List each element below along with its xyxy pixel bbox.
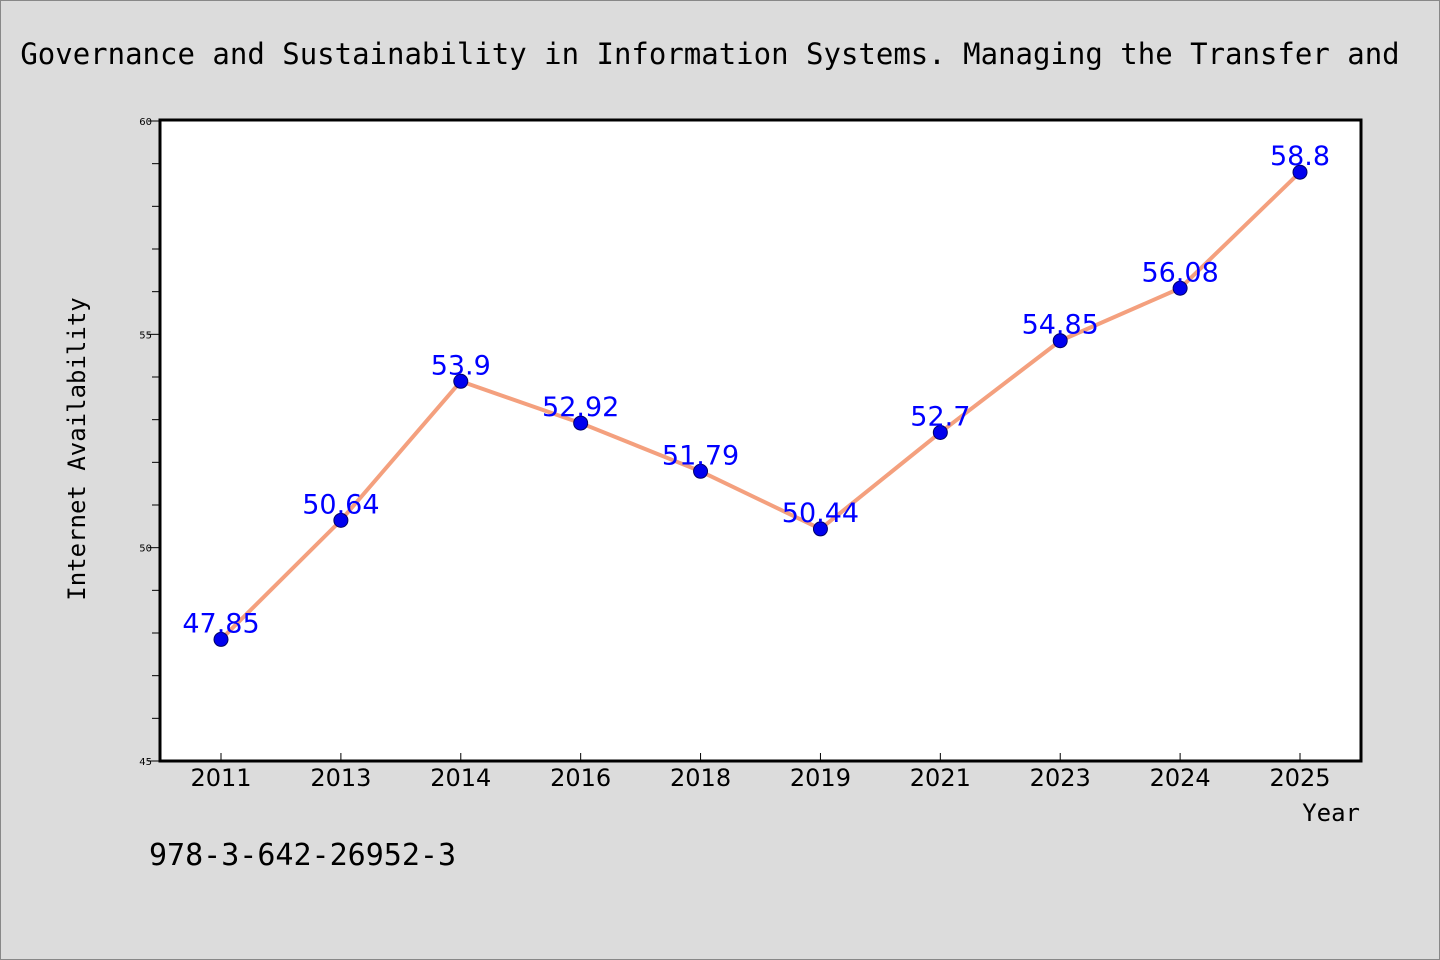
data-point — [333, 512, 349, 528]
data-point — [1292, 164, 1308, 180]
y-axis: 45 50 55 60 — [139, 117, 160, 768]
y-tick-label: 50 — [139, 544, 152, 555]
data-labels-layer: 47.85 50.64 53.9 52.92 51.79 50.44 52.7 54.85 56… — [182, 141, 1330, 639]
y-tick-label: 55 — [139, 330, 152, 341]
series-layer — [213, 164, 1308, 647]
data-label: 56.08 — [1141, 257, 1218, 288]
data-label: 53.9 — [431, 350, 491, 381]
data-label: 52.92 — [542, 392, 619, 423]
data-label: 54.85 — [1022, 310, 1099, 341]
y-tick-label: 60 — [139, 117, 152, 128]
data-point — [1052, 333, 1068, 349]
data-label: 58.8 — [1270, 141, 1330, 172]
data-point — [693, 463, 709, 479]
x-axis: 2011 2013 2014 2016 2018 2019 2021 2023 2024 2025 — [190, 753, 1331, 792]
x-tick-label: 2014 — [430, 764, 491, 792]
x-tick-label: 2013 — [310, 764, 371, 792]
isbn-annotation: 978-3-642-26952-3 — [149, 838, 456, 873]
data-label: 47.85 — [182, 608, 259, 639]
chart-title: Governance and Sustainability in Informa… — [20, 37, 1399, 71]
data-point — [213, 631, 229, 647]
x-tick-label: 2016 — [550, 764, 611, 792]
x-tick-label: 2023 — [1030, 764, 1091, 792]
data-label: 50.64 — [302, 489, 379, 520]
plot-area — [158, 118, 1363, 763]
y-tick-label: 45 — [139, 757, 152, 768]
data-point — [573, 415, 589, 431]
x-tick-label: 2019 — [790, 764, 851, 792]
x-tick-label: 2018 — [670, 764, 731, 792]
data-point — [1172, 280, 1188, 296]
data-point — [453, 373, 469, 389]
data-point — [932, 424, 948, 440]
data-point — [812, 521, 828, 537]
x-tick-label: 2011 — [190, 764, 251, 792]
x-tick-label: 2024 — [1150, 764, 1211, 792]
y-axis-label: Internet Availability — [63, 297, 91, 600]
series-line — [219, 170, 1302, 642]
data-label: 50.44 — [782, 498, 859, 529]
data-label: 51.79 — [662, 440, 739, 471]
data-label: 52.7 — [910, 401, 970, 432]
x-tick-label: 2021 — [910, 764, 971, 792]
x-axis-label: Year — [1302, 799, 1360, 827]
x-tick-label: 2025 — [1269, 764, 1330, 792]
